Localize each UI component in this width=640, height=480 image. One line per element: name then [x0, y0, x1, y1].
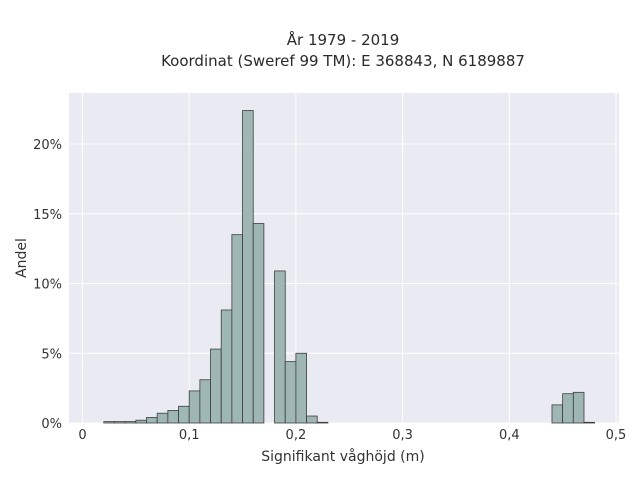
histogram-bar [231, 234, 243, 424]
x-tick-label: 0,1 [179, 428, 200, 443]
y-tick-label: 10% [33, 278, 62, 293]
histogram-bar [316, 421, 329, 424]
histogram-bar [167, 410, 179, 424]
histogram-bar [114, 421, 126, 424]
histogram-bar [242, 110, 254, 424]
x-axis-title: Signifikant våghöjd (m) [261, 448, 424, 465]
chart-subtitle: Koordinat (Sweref 99 TM): E 368843, N 61… [161, 52, 525, 70]
histogram-bar [583, 421, 596, 424]
histogram-bar [220, 309, 233, 424]
histogram-bar [284, 361, 297, 424]
y-tick-label: 0% [41, 417, 62, 432]
x-tick-label: 0,4 [499, 428, 520, 443]
histogram-bar [572, 391, 585, 424]
histogram-bar [146, 417, 158, 424]
bars-layer [103, 110, 596, 424]
x-tick-label: 0,2 [286, 428, 307, 443]
histogram-bar [135, 419, 147, 424]
chart-title: År 1979 - 2019 [287, 30, 400, 49]
histogram-bar [199, 379, 211, 424]
histogram-bar [156, 412, 169, 424]
histogram-bar [306, 415, 318, 424]
histogram-bar [274, 270, 286, 424]
y-tick-label: 15% [33, 208, 62, 223]
histogram-bar [178, 405, 190, 424]
x-tick-label: 0 [78, 428, 86, 443]
y-tick-label: 5% [41, 347, 62, 362]
x-tick-label: 0,3 [392, 428, 413, 443]
histogram-bar [295, 352, 307, 424]
tick-labels-layer: 0 0,1 0,2 0,3 0,4 0,5 0% 5% 10% 15% 20% [33, 138, 626, 443]
x-tick-label: 0,5 [606, 428, 627, 443]
histogram-bar [551, 404, 564, 424]
plot-area-background [69, 93, 619, 423]
y-axis-title: Andel [14, 238, 30, 278]
histogram-bar [124, 421, 137, 424]
histogram-bar [252, 223, 265, 424]
histogram-bar [188, 390, 201, 424]
y-tick-label: 20% [33, 138, 62, 153]
histogram-bar [562, 393, 574, 424]
histogram-bar [210, 348, 222, 424]
histogram-bar [103, 421, 115, 424]
